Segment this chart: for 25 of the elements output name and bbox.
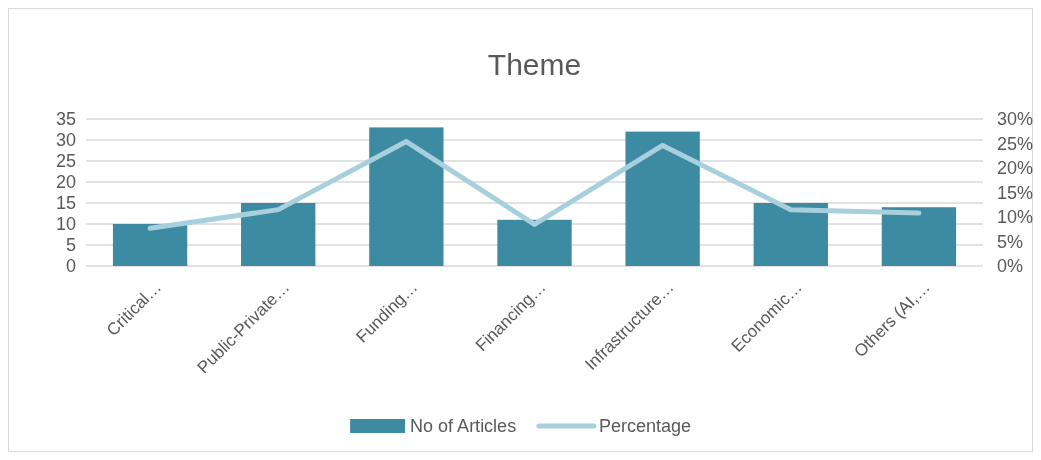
legend-label: Percentage	[598, 416, 691, 437]
y-tick-label: 5	[65, 235, 76, 256]
y2-tick-label: 5%	[997, 231, 1024, 252]
y2-tick-label: 30%	[997, 109, 1034, 130]
y-tick-label: 20	[55, 172, 76, 193]
bar	[369, 127, 444, 266]
y2-tick-label: 25%	[997, 133, 1034, 154]
chart-title: Theme	[487, 48, 582, 81]
y-tick-label: 25	[55, 151, 76, 172]
bar	[625, 131, 700, 266]
bar	[112, 224, 188, 266]
bar	[497, 219, 572, 266]
bar	[753, 203, 828, 266]
y2-tick-label: 15%	[997, 182, 1034, 203]
y2-tick-label: 20%	[997, 158, 1034, 179]
legend-label: No of Articles	[410, 416, 517, 437]
y-tick-label: 0	[65, 256, 76, 277]
y-tick-label: 15	[55, 193, 76, 214]
y-tick-label: 35	[55, 109, 76, 130]
bar	[881, 207, 957, 266]
y2-tick-label: 10%	[997, 207, 1034, 228]
y2-tick-label: 0%	[997, 256, 1024, 277]
y-tick-label: 30	[55, 130, 76, 151]
y-tick-label: 10	[55, 214, 76, 235]
bar	[241, 203, 316, 266]
